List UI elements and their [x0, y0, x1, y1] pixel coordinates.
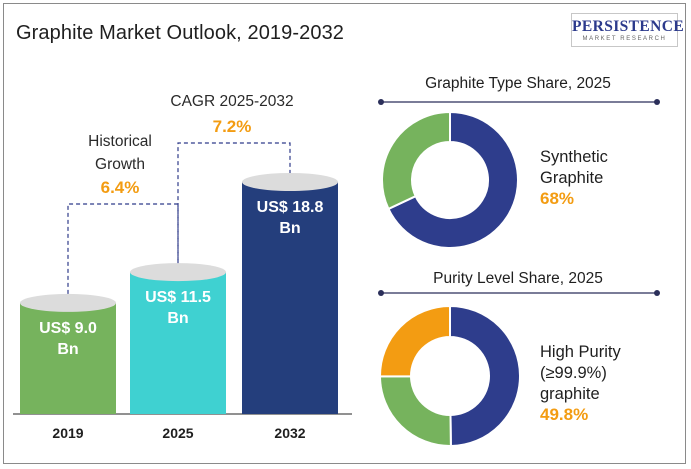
purity-donut-rule-dot-right: [654, 290, 660, 296]
purity-donut-slice-label: High Purity: [540, 343, 621, 361]
type-donut-hole: [412, 142, 488, 218]
type-donut-slice-label: Graphite: [540, 169, 603, 187]
bar-cap-2032: [242, 173, 338, 191]
page-title: Graphite Market Outlook, 2019-2032: [16, 22, 345, 44]
persistence-logo: PERSISTENCE MARKET RESEARCH: [571, 13, 685, 47]
growth-connector: [67, 203, 179, 294]
growth-label: Historical: [88, 133, 152, 150]
bar-cap-2025: [130, 263, 226, 282]
type-donut-rule-dot-right: [654, 99, 660, 105]
bar-cap-2019: [20, 293, 116, 312]
x-tick-label: 2025: [162, 425, 193, 441]
growth-value: 7.2%: [213, 117, 252, 136]
type-donut-slice-label: Synthetic: [540, 148, 608, 166]
bar-value-label: Bn: [167, 310, 188, 327]
bar-value-label: Bn: [57, 341, 78, 358]
bar-value-label: Bn: [279, 220, 300, 237]
purity-donut-slice-value: 49.8%: [540, 405, 588, 424]
growth-label: CAGR 2025-2032: [170, 93, 293, 110]
purity-donut-slice-label: graphite: [540, 385, 600, 403]
logo-brand: PERSISTENCE: [572, 18, 685, 35]
bar-2019: [20, 302, 116, 414]
growth-label: Growth: [95, 156, 145, 173]
purity-donut-rule-dot-left: [378, 290, 384, 296]
bar-2032: [242, 182, 338, 414]
purity-donut-hole: [411, 337, 489, 415]
purity-donut-slice-label: (≥99.9%): [540, 364, 607, 382]
type-donut-slice-value: 68%: [540, 189, 574, 208]
bar-value-label: US$ 9.0: [39, 320, 97, 337]
growth-connector: [177, 142, 291, 264]
purity-donut-title: Purity Level Share, 2025: [433, 270, 603, 287]
bar-value-label: US$ 11.5: [145, 289, 211, 306]
type-donut-title: Graphite Type Share, 2025: [425, 75, 611, 92]
logo-tagline: MARKET RESEARCH: [582, 36, 667, 42]
bar-value-label: US$ 18.8: [257, 199, 324, 216]
x-tick-label: 2032: [274, 425, 305, 441]
chart-frame: [3, 3, 686, 464]
type-donut-rule-dot-left: [378, 99, 384, 105]
x-tick-label: 2019: [52, 425, 83, 441]
bar-2025: [130, 272, 226, 414]
growth-value: 6.4%: [101, 178, 140, 197]
